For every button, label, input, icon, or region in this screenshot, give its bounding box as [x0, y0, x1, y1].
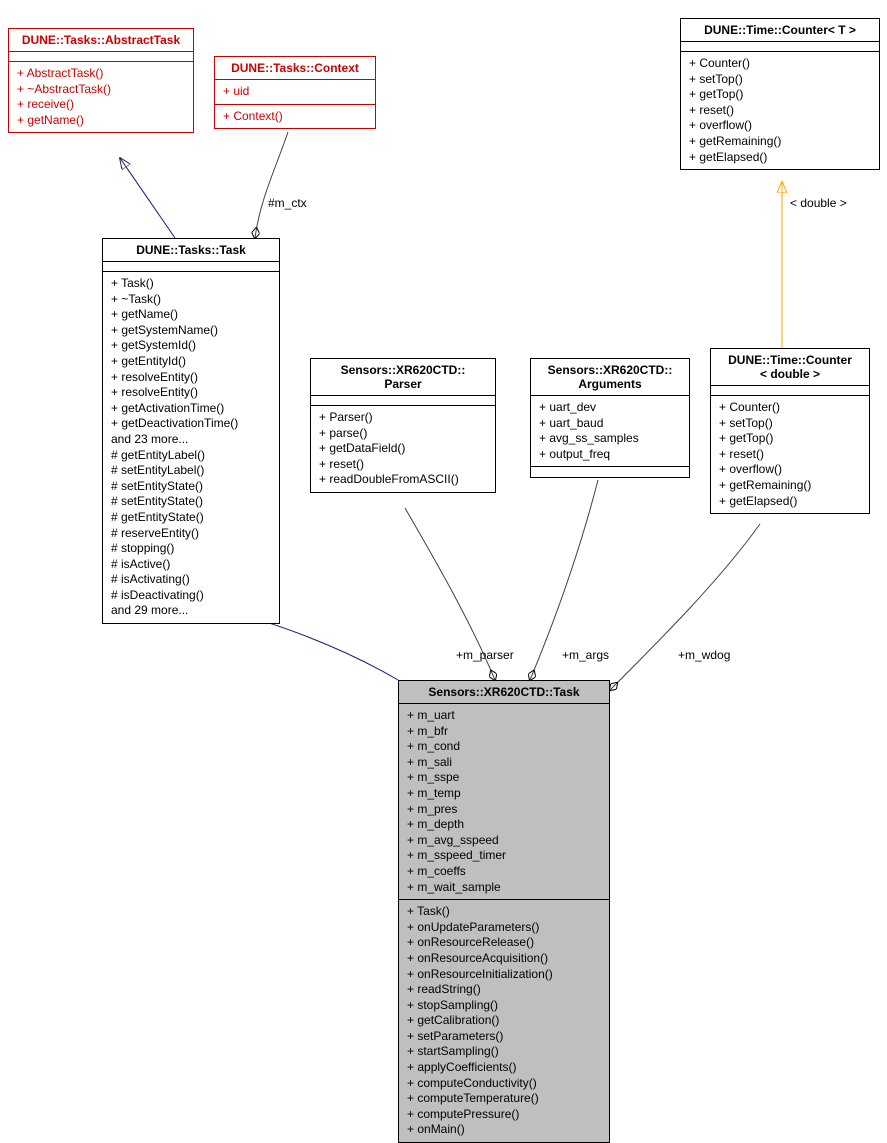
class-title: Sensors::XR620CTD:: Arguments	[531, 359, 689, 396]
class-title: Sensors::XR620CTD::Task	[399, 681, 609, 704]
edge-label-m-wdog: +m_wdog	[678, 648, 730, 662]
members-section: + AbstractTask() + ~AbstractTask() + rec…	[9, 62, 193, 132]
class-sensor-task[interactable]: Sensors::XR620CTD::Task + m_uart + m_bfr…	[398, 680, 610, 1143]
class-context[interactable]: DUNE::Tasks::Context + uid + Context()	[214, 56, 376, 129]
members-section: + Counter() + setTop() + getTop() + rese…	[681, 52, 879, 169]
class-parser[interactable]: Sensors::XR620CTD:: Parser + Parser() + …	[310, 358, 496, 493]
members-section: + Task() + onUpdateParameters() + onReso…	[399, 900, 609, 1142]
empty-section	[531, 467, 689, 477]
class-title: DUNE::Tasks::AbstractTask	[9, 29, 193, 52]
members-section: + Counter() + setTop() + getTop() + rese…	[711, 396, 869, 513]
empty-section	[9, 52, 193, 62]
empty-section	[103, 262, 279, 272]
attrs-section: + uart_dev + uart_baud + avg_ss_samples …	[531, 396, 689, 467]
members-section: + Parser() + parse() + getDataField() + …	[311, 406, 495, 492]
members-section: + Task() + ~Task() + getName() + getSyst…	[103, 272, 279, 623]
class-counter-double[interactable]: DUNE::Time::Counter < double > + Counter…	[710, 348, 870, 514]
class-arguments[interactable]: Sensors::XR620CTD:: Arguments + uart_dev…	[530, 358, 690, 478]
class-title: DUNE::Time::Counter< T >	[681, 19, 879, 42]
class-title: DUNE::Time::Counter < double >	[711, 349, 869, 386]
attrs-section: + uid	[215, 80, 375, 105]
class-counter-t[interactable]: DUNE::Time::Counter< T > + Counter() + s…	[680, 18, 880, 170]
class-title: DUNE::Tasks::Context	[215, 57, 375, 80]
edge-label-m-ctx: #m_ctx	[268, 196, 307, 210]
empty-section	[711, 386, 869, 396]
edge-label-m-args: +m_args	[562, 648, 609, 662]
edge-label-tparam: < double >	[790, 196, 847, 210]
members-section: + Context()	[215, 105, 375, 129]
class-task[interactable]: DUNE::Tasks::Task + Task() + ~Task() + g…	[102, 238, 280, 624]
class-abstract-task[interactable]: DUNE::Tasks::AbstractTask + AbstractTask…	[8, 28, 194, 133]
attrs-section: + m_uart + m_bfr + m_cond + m_sali + m_s…	[399, 704, 609, 900]
edge-label-m-parser: +m_parser	[456, 648, 514, 662]
class-title: Sensors::XR620CTD:: Parser	[311, 359, 495, 396]
empty-section	[311, 396, 495, 406]
class-title: DUNE::Tasks::Task	[103, 239, 279, 262]
empty-section	[681, 42, 879, 52]
